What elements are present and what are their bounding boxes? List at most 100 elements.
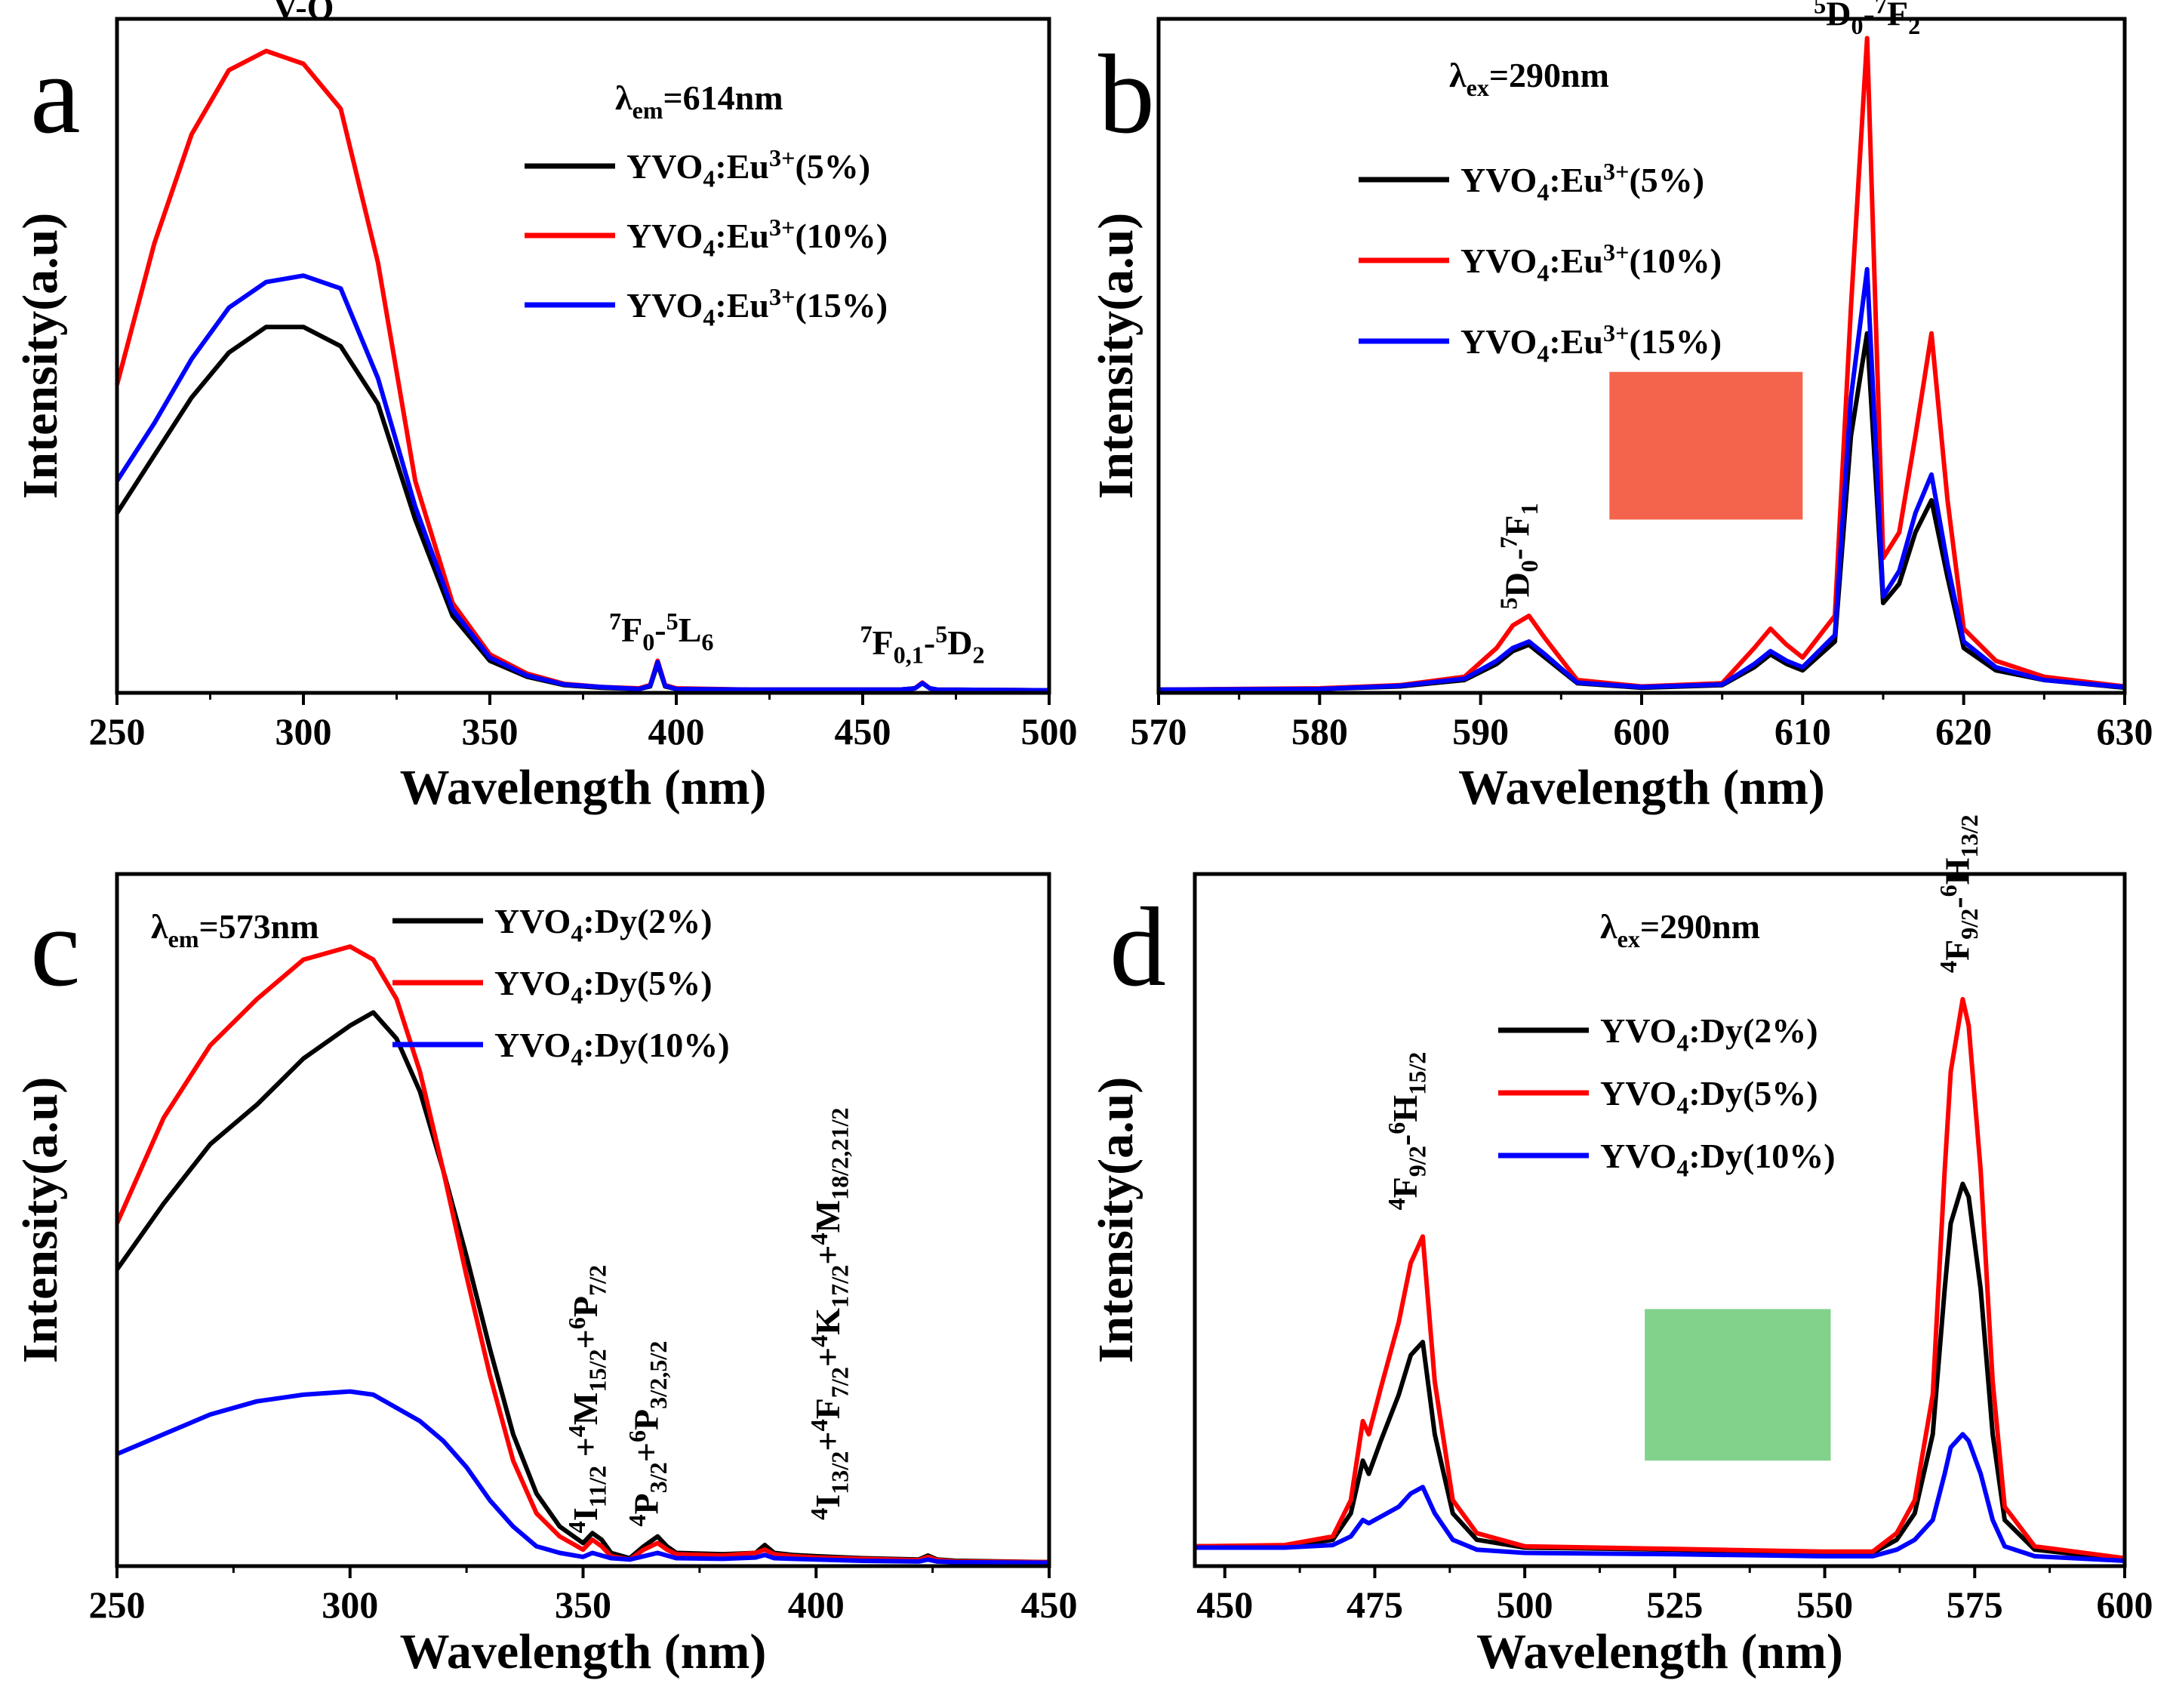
ann-main: H bbox=[1938, 857, 1976, 885]
ann-subscript: 11/2 bbox=[584, 1466, 611, 1507]
legend-text-part: ( bbox=[1629, 322, 1640, 361]
ann-connector: + bbox=[566, 1437, 605, 1466]
legend-text-part: 1 bbox=[1754, 1137, 1771, 1175]
legend-text-part: YVO bbox=[1460, 242, 1537, 280]
ann-superscript: 4 bbox=[1934, 961, 1962, 973]
ann-subscript: 0,1 bbox=[894, 641, 924, 668]
legend-text-part: %) bbox=[1658, 161, 1704, 199]
legend-text-part: 5 bbox=[1754, 1074, 1771, 1113]
note-subscript: em bbox=[168, 925, 199, 952]
ann-subscript: 15/2 bbox=[1404, 1052, 1431, 1095]
legend-text-part: :Eu bbox=[1549, 242, 1603, 280]
legend-text-part: ( bbox=[795, 147, 806, 186]
legend-text-part: YVO bbox=[1460, 161, 1537, 199]
legend-text-part: %) bbox=[842, 217, 888, 255]
ann-superscript: 6 bbox=[623, 1430, 651, 1442]
legend-text-part: %) bbox=[1676, 242, 1722, 280]
ann-subscript: 13/2 bbox=[826, 1451, 854, 1494]
series-line-1 bbox=[1158, 331, 2125, 692]
y-axis-title: Intensity(a.u) bbox=[1088, 1077, 1143, 1364]
ann-subscript: 0 bbox=[1516, 560, 1543, 572]
ann-superscript: 4 bbox=[563, 1425, 590, 1437]
ann-main: F bbox=[1887, 0, 1908, 33]
legend-label-2: YVO4​:Eu3+​(10%) bbox=[1460, 239, 1722, 287]
legend-text-part: :Eu bbox=[715, 217, 769, 255]
legend-text-part: ( bbox=[1629, 161, 1640, 199]
series-line-3 bbox=[115, 273, 1050, 693]
note-value: =573nm bbox=[199, 907, 319, 946]
legend-text-part: 5 bbox=[648, 964, 666, 1002]
legend-text-part: 1 bbox=[1641, 322, 1658, 361]
legend-text-part: %) bbox=[842, 286, 888, 325]
legend-text-part: %) bbox=[1771, 1011, 1818, 1050]
legend-label-1: YVO4​:Eu3+​(5%) bbox=[626, 144, 870, 192]
legend-text-part: :Eu bbox=[715, 286, 769, 325]
series-line-3 bbox=[115, 1389, 1050, 1565]
ann-connector: - bbox=[1864, 0, 1875, 33]
ann-main: I bbox=[566, 1507, 605, 1521]
legend-text-part: 5 bbox=[1641, 161, 1658, 199]
legend-text-part: YVO bbox=[1460, 322, 1537, 361]
legend-text-part: :Eu bbox=[1549, 161, 1603, 199]
ann-subscript: 9/2 bbox=[1956, 909, 1983, 940]
ann-subscript: 17/2 bbox=[826, 1265, 854, 1308]
ann-main: H bbox=[1386, 1095, 1424, 1122]
series-line-2 bbox=[1158, 35, 2125, 692]
ann-subscript: 13/2 bbox=[1956, 814, 1983, 857]
legend-text-part: ( bbox=[1629, 242, 1640, 280]
ann-subscript: 7/2 bbox=[826, 1367, 854, 1398]
ann-subscript: 0 bbox=[642, 628, 654, 655]
transition-label: 4I11/2​ +4M15/2​+6P7/2​ bbox=[563, 1265, 611, 1533]
x-tick-label: 300 bbox=[322, 1583, 378, 1626]
ann-main: F bbox=[808, 1398, 847, 1419]
ann-connector: + bbox=[808, 1431, 847, 1451]
x-tick-label: 450 bbox=[1021, 1583, 1078, 1626]
ann-subscript: 9/2 bbox=[1404, 1146, 1431, 1177]
ann-superscript: 5 bbox=[935, 620, 947, 648]
legend-text-part: YVO bbox=[494, 964, 571, 1002]
legend-label-3: YVO4​:Eu3+​(15%) bbox=[626, 283, 888, 331]
ann-superscript: 6 bbox=[1383, 1122, 1410, 1134]
x-axis-title: Wavelength (nm) bbox=[1476, 1624, 1843, 1679]
note-symbol: λ bbox=[1449, 56, 1467, 94]
ann-superscript: 4 bbox=[1383, 1198, 1410, 1210]
legend-text-part: ( bbox=[795, 286, 806, 325]
panel-letter: c bbox=[30, 885, 81, 1010]
legend-text-part: 1 bbox=[648, 1026, 666, 1064]
x-tick-label: 570 bbox=[1131, 710, 1187, 752]
ann-subscript: 6 bbox=[701, 628, 713, 655]
ann-connector: - bbox=[924, 623, 935, 662]
legend-text-part: YVO bbox=[494, 1026, 571, 1064]
x-tick-label: 475 bbox=[1347, 1583, 1403, 1626]
transition-label: 4F9/2​-6H15/2​ bbox=[1383, 1052, 1431, 1211]
legend-subscript: 4 bbox=[1537, 340, 1549, 368]
x-axis-title: Wavelength (nm) bbox=[400, 1624, 767, 1679]
ann-subscript: 2 bbox=[1908, 12, 1920, 39]
legend-text-part: YVO bbox=[1600, 1137, 1676, 1175]
legend-subscript: 4 bbox=[1676, 1029, 1688, 1057]
x-tick-label: 400 bbox=[788, 1583, 845, 1626]
transition-label: 4I13/2​+4F7/2​+4K17/2​+4M18/2,21/2​ bbox=[805, 1108, 854, 1520]
x-tick-label: 400 bbox=[648, 710, 705, 752]
ann-connector: + bbox=[808, 1245, 847, 1265]
x-tick-label: 500 bbox=[1021, 710, 1078, 752]
ann-superscript: 4 bbox=[805, 1419, 833, 1431]
series-line-3 bbox=[1158, 266, 2125, 692]
legend-text-part: 0 bbox=[666, 1026, 683, 1064]
ann-subscript: 3/2,5/2 bbox=[645, 1341, 672, 1409]
ann-main: F bbox=[1386, 1177, 1424, 1198]
ann-main: F bbox=[873, 623, 894, 662]
legend-text-part: YVO bbox=[1600, 1074, 1676, 1113]
legend-text-part: :Dy( bbox=[583, 902, 648, 940]
series-line-1 bbox=[115, 325, 1050, 693]
x-tick-label: 250 bbox=[89, 1583, 146, 1626]
legend-text-part: :Dy( bbox=[583, 1026, 648, 1064]
ann-main: P bbox=[626, 1409, 665, 1430]
transition-label: 5D0​-7F2​ bbox=[1814, 0, 1920, 39]
transition-label: 7F0,1​-5D2​ bbox=[860, 620, 984, 669]
legend-text-part: YVO bbox=[626, 286, 703, 325]
ann-main: I bbox=[808, 1494, 847, 1508]
legend-text-part: :Dy( bbox=[1688, 1137, 1754, 1175]
x-tick-label: 580 bbox=[1291, 710, 1348, 752]
